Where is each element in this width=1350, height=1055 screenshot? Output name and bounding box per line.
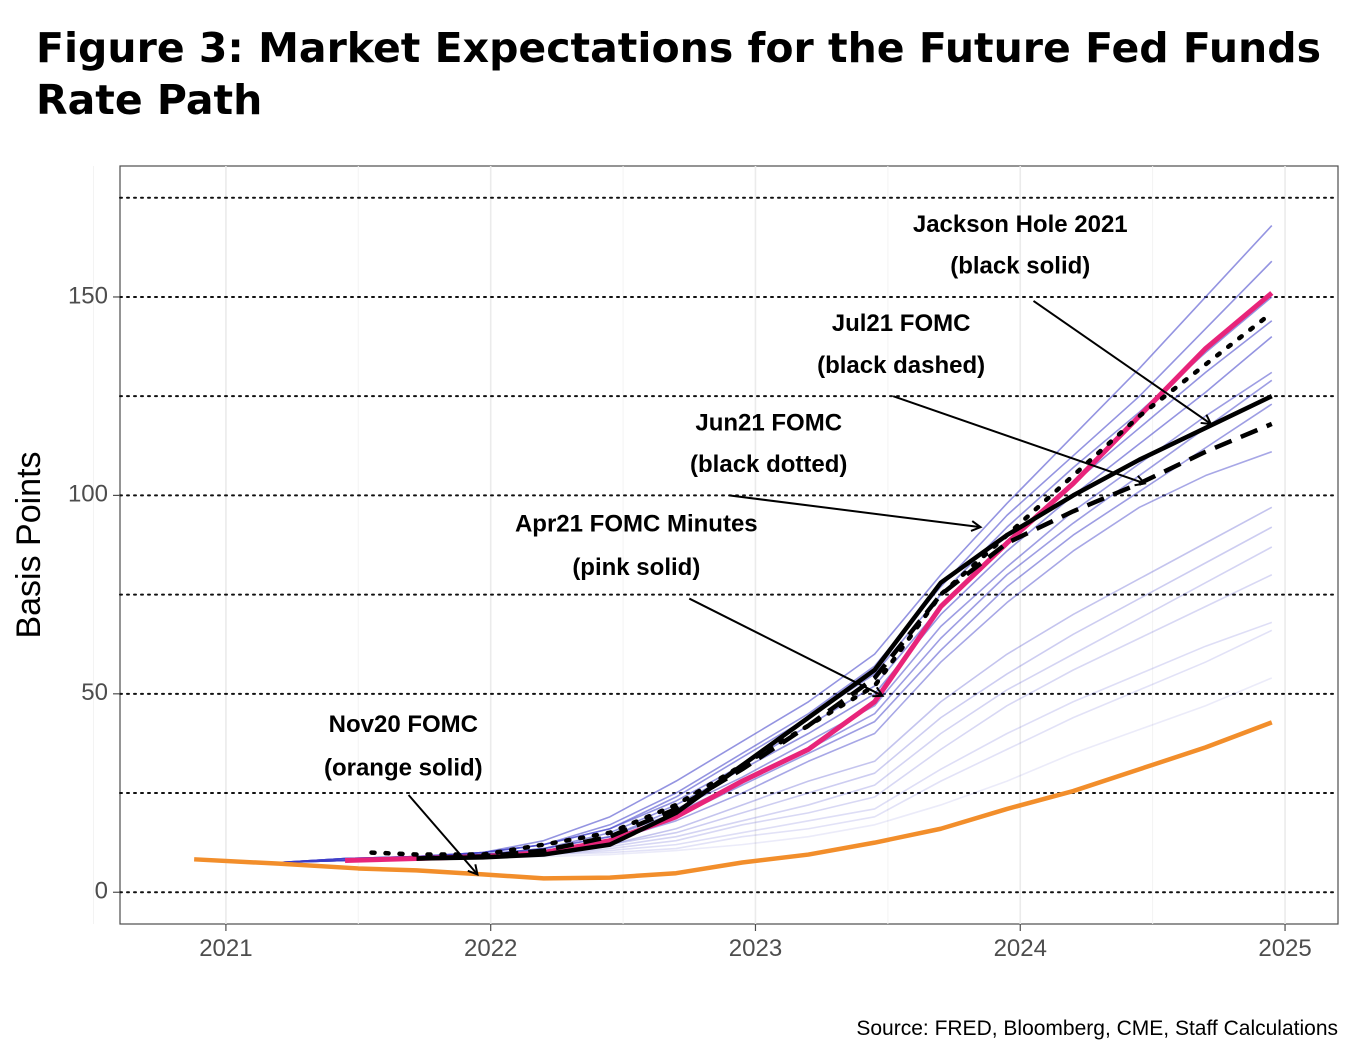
annotation-label: Nov20 FOMC [329, 711, 478, 738]
x-tick-label: 2022 [464, 935, 517, 962]
x-tick-label: 2024 [994, 935, 1047, 962]
series-line [416, 394, 1273, 861]
x-tick-label: 2025 [1258, 935, 1311, 962]
chart-title: Figure 3: Market Expectations for the Fu… [36, 24, 1321, 124]
annotation-label: Apr21 FOMC Minutes [515, 511, 758, 538]
annotation-arrow [728, 494, 981, 527]
annotation-label: Jackson Hole 2021 [913, 211, 1128, 238]
annotation-label: (black dotted) [690, 451, 847, 478]
annotation-label: (pink solid) [572, 554, 700, 581]
annotation-label: Jul21 FOMC [832, 310, 971, 337]
annotation-label: (black solid) [950, 253, 1090, 280]
annotation-label: (orange solid) [324, 755, 483, 782]
annotation-label: Jun21 FOMC [695, 409, 842, 436]
background-path [278, 320, 1273, 864]
x-tick-label: 2023 [729, 935, 782, 962]
annotation-arrow [892, 395, 1145, 483]
series-line [416, 421, 1273, 861]
source-note: Source: FRED, Bloomberg, CME, Staff Calc… [856, 1017, 1338, 1040]
y-axis-title: Basis Points [10, 451, 48, 638]
y-tick-label: 50 [81, 679, 108, 706]
annotation-arrow [688, 597, 882, 696]
annotation-arrow [407, 794, 478, 874]
annotation-arrow [1032, 300, 1211, 424]
y-tick-label: 150 [68, 282, 108, 309]
y-tick-label: 0 [95, 878, 108, 905]
y-tick-label: 100 [68, 481, 108, 508]
annotations: Jackson Hole 2021 (black solid) Jul21 FOMC… [324, 211, 1211, 875]
grid-lines [93, 166, 1286, 924]
series-lines [194, 291, 1275, 881]
series-line [194, 720, 1273, 881]
axes: 0 50 100 150 2021 2022 2023 2024 2025 [68, 282, 1312, 962]
plot-panel [119, 165, 1339, 925]
x-tick-label: 2021 [199, 935, 252, 962]
annotation-label: (black dashed) [817, 352, 985, 379]
